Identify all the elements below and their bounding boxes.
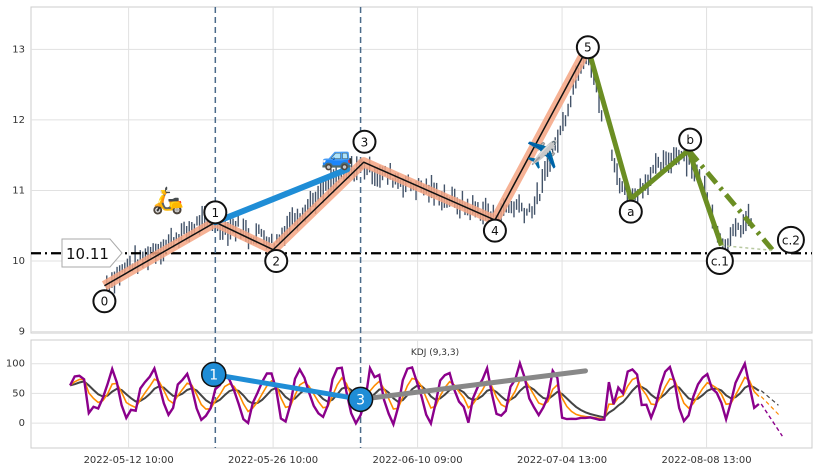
price-y-tick-label: 13 [12,44,25,55]
kdj-marker-circle [347,386,374,413]
wave-label-circle [678,127,703,152]
price-y-tick-label: 10 [12,256,25,267]
price-y-tick-label: 12 [12,115,25,126]
price-y-tick-label: 11 [12,185,25,196]
wave-label-circle [264,249,289,274]
projected-wave-c2 [686,148,775,253]
wave-label-circle [482,218,507,243]
price-badge-text: 10.11 [66,245,109,263]
kdj-marker-label: 3 [356,392,365,408]
kdj-marker-label: 1 [209,367,218,383]
x-tick-label: 2022-06-10 09:00 [373,455,463,466]
projected-wave-c1-c2 [721,244,774,252]
kdj-k-line [69,359,760,428]
wave-label-layer: 0 1 2 3 4 5 a b c.1 c.2 [92,35,805,314]
wave-label-circle [705,247,734,276]
wave-layer: 🛵 🚙 ✈️ [101,44,775,291]
kdj-j-line [69,380,760,419]
price-badge-shape [61,238,123,268]
indicator-y-tick-label: 100 [6,359,25,370]
kdj-link-gray [358,368,589,402]
wave-emoji: 🛵 [151,186,183,216]
x-tick-label: 2022-05-26 10:00 [228,455,318,466]
kdj-marker-circle [201,361,227,388]
indicator-y-tick-label: 0 [19,418,25,429]
price-panel [30,6,813,334]
wave-link-1-3 [212,166,351,226]
wave-label-text: 1 [211,206,219,220]
x-tick-label: 2022-07-04 13:00 [517,455,607,466]
kdj-d-line [69,376,760,420]
price-badge: 10.11 [61,238,123,268]
indicator-layer: 13 [69,359,783,437]
wave-label-text: c.2 [782,233,800,247]
wave-label-circle [352,129,377,154]
x-tick-label: 2022-08-08 13:00 [662,455,752,466]
indicator-y-tick-label: 50 [12,388,25,399]
price-y-tick-label: 9 [19,327,25,338]
kdj-link-1-3 [211,371,364,402]
wave-label-text: a [627,205,634,219]
x-tick-label: 2022-05-12 10:00 [84,455,174,466]
wave-label-text: 0 [101,295,109,309]
wave-label-circle [92,289,117,314]
wave-emoji: ✈️ [526,139,558,171]
correction-wave [585,46,724,247]
wave-label-circle [203,200,228,225]
kdj-d-forecast [760,396,781,417]
indicator-title: KDJ (9,3,3) [411,348,459,358]
wave-label-text: 3 [361,135,369,149]
wave-label-text: 2 [272,255,280,269]
wave-label-text: c.1 [711,255,729,269]
wave-label-circle [618,199,643,224]
wave-label-text: 5 [584,41,592,55]
wave-label-circle [776,225,805,254]
wave-label-text: b [686,133,694,147]
wave-label-circle [575,35,600,60]
kdj-j-forecast [760,390,779,406]
wave-label-text: 4 [491,224,499,238]
impulse-wave-line [104,46,589,287]
wave-emoji: 🚙 [321,142,353,172]
